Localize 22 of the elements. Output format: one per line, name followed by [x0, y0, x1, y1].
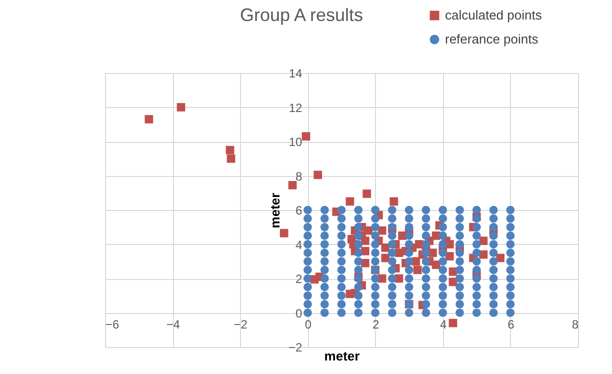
x-tick-label: −4	[166, 317, 180, 332]
y-axis-title: meter	[268, 192, 283, 228]
x-tick-label: 6	[508, 317, 515, 332]
y-tick-label: 8	[296, 169, 303, 184]
x-tick-label: 2	[372, 317, 380, 332]
x-tick-label: 8	[572, 317, 579, 332]
y-tick-label: 4	[296, 238, 303, 252]
y-tick-label: 10	[288, 135, 303, 149]
x-tick-label: −6	[106, 317, 120, 332]
y-tick-label: 2	[296, 272, 303, 286]
x-tick-label: 0	[304, 317, 312, 332]
y-tick-label: 6	[296, 204, 303, 218]
chart-title: Group A results	[240, 5, 364, 25]
y-tick-label: 0	[296, 306, 303, 320]
legend-label: calculated points	[445, 8, 542, 22]
y-tick-label: 12	[288, 100, 303, 115]
x-tick-label: −2	[234, 317, 248, 332]
legend-label: referance points	[445, 32, 539, 46]
y-tick-label: 14	[288, 66, 303, 80]
y-tick-label: −2	[288, 340, 303, 354]
x-axis-title: meter	[324, 348, 360, 364]
x-tick-label: 4	[440, 317, 448, 332]
